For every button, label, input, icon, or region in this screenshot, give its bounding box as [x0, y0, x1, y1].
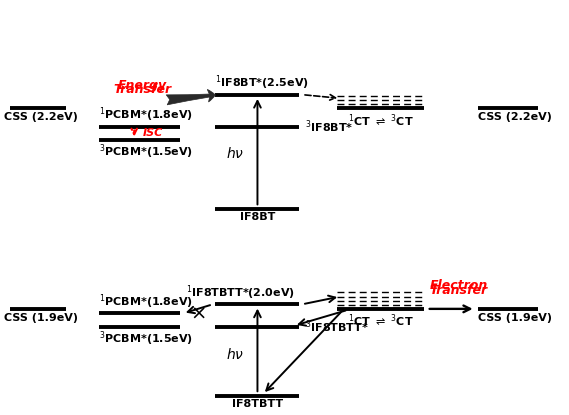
Text: $^1$CT $\rightleftharpoons$ $^3$CT: $^1$CT $\rightleftharpoons$ $^3$CT — [348, 312, 414, 329]
Text: $^1$IF8BT*(2.5eV): $^1$IF8BT*(2.5eV) — [216, 74, 310, 93]
Text: $^3$IF8BT*: $^3$IF8BT* — [305, 118, 353, 135]
Text: $^3$IF8TBTT*: $^3$IF8TBTT* — [305, 319, 369, 335]
Text: $^3$PCBM*(1.5eV): $^3$PCBM*(1.5eV) — [99, 330, 193, 348]
Text: $^3$PCBM*(1.5eV): $^3$PCBM*(1.5eV) — [99, 142, 193, 161]
Text: CSS (1.9eV): CSS (1.9eV) — [4, 312, 78, 322]
Text: ISC: ISC — [142, 128, 163, 139]
Text: IF8BT: IF8BT — [240, 212, 275, 222]
Text: $h\nu$: $h\nu$ — [226, 347, 244, 362]
Text: $^1$PCBM*(1.8eV): $^1$PCBM*(1.8eV) — [99, 106, 193, 124]
Text: CSS (2.2eV): CSS (2.2eV) — [4, 112, 78, 122]
Text: IF8TBTT: IF8TBTT — [232, 399, 283, 409]
Text: CSS (2.2eV): CSS (2.2eV) — [478, 112, 552, 122]
Text: $\times$: $\times$ — [190, 304, 205, 323]
Text: CSS (1.9eV): CSS (1.9eV) — [478, 312, 552, 322]
Text: Energy: Energy — [118, 79, 167, 92]
Text: $h\nu$: $h\nu$ — [226, 146, 244, 161]
Text: Transfer: Transfer — [113, 83, 171, 96]
Text: $^1$PCBM*(1.8eV): $^1$PCBM*(1.8eV) — [99, 293, 193, 311]
Text: Transfer: Transfer — [430, 284, 488, 298]
Text: Electron: Electron — [430, 279, 488, 293]
Text: $^1$IF8TBTT*(2.0eV): $^1$IF8TBTT*(2.0eV) — [185, 283, 295, 302]
Text: $^1$CT $\rightleftharpoons$ $^3$CT: $^1$CT $\rightleftharpoons$ $^3$CT — [348, 112, 414, 129]
